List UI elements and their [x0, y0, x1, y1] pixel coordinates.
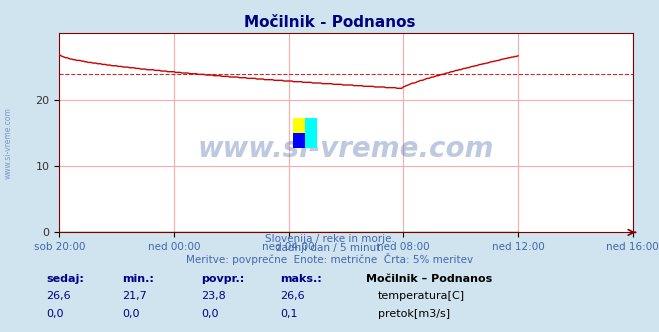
Text: pretok[m3/s]: pretok[m3/s]: [378, 309, 449, 319]
Text: Slovenija / reke in morje.: Slovenija / reke in morje.: [264, 234, 395, 244]
Text: 0,1: 0,1: [280, 309, 298, 319]
Text: www.si-vreme.com: www.si-vreme.com: [3, 107, 13, 179]
Text: 26,6: 26,6: [46, 291, 71, 301]
Text: 23,8: 23,8: [201, 291, 226, 301]
Text: sedaj:: sedaj:: [46, 274, 84, 284]
Bar: [305, 133, 317, 148]
Text: 0,0: 0,0: [46, 309, 64, 319]
Text: 26,6: 26,6: [280, 291, 304, 301]
Bar: [305, 118, 317, 133]
Text: zadnji dan / 5 minut.: zadnji dan / 5 minut.: [275, 243, 384, 253]
Text: min.:: min.:: [122, 274, 154, 284]
Text: 0,0: 0,0: [122, 309, 140, 319]
Text: maks.:: maks.:: [280, 274, 322, 284]
Text: Močilnik - Podnanos: Močilnik - Podnanos: [244, 15, 415, 30]
Bar: [293, 133, 305, 148]
Text: povpr.:: povpr.:: [201, 274, 244, 284]
Text: www.si-vreme.com: www.si-vreme.com: [198, 135, 494, 163]
Bar: [293, 118, 305, 133]
Text: Meritve: povprečne  Enote: metrične  Črta: 5% meritev: Meritve: povprečne Enote: metrične Črta:…: [186, 253, 473, 265]
Text: 0,0: 0,0: [201, 309, 219, 319]
Text: Močilnik – Podnanos: Močilnik – Podnanos: [366, 274, 492, 284]
Text: temperatura[C]: temperatura[C]: [378, 291, 465, 301]
Text: 21,7: 21,7: [122, 291, 147, 301]
